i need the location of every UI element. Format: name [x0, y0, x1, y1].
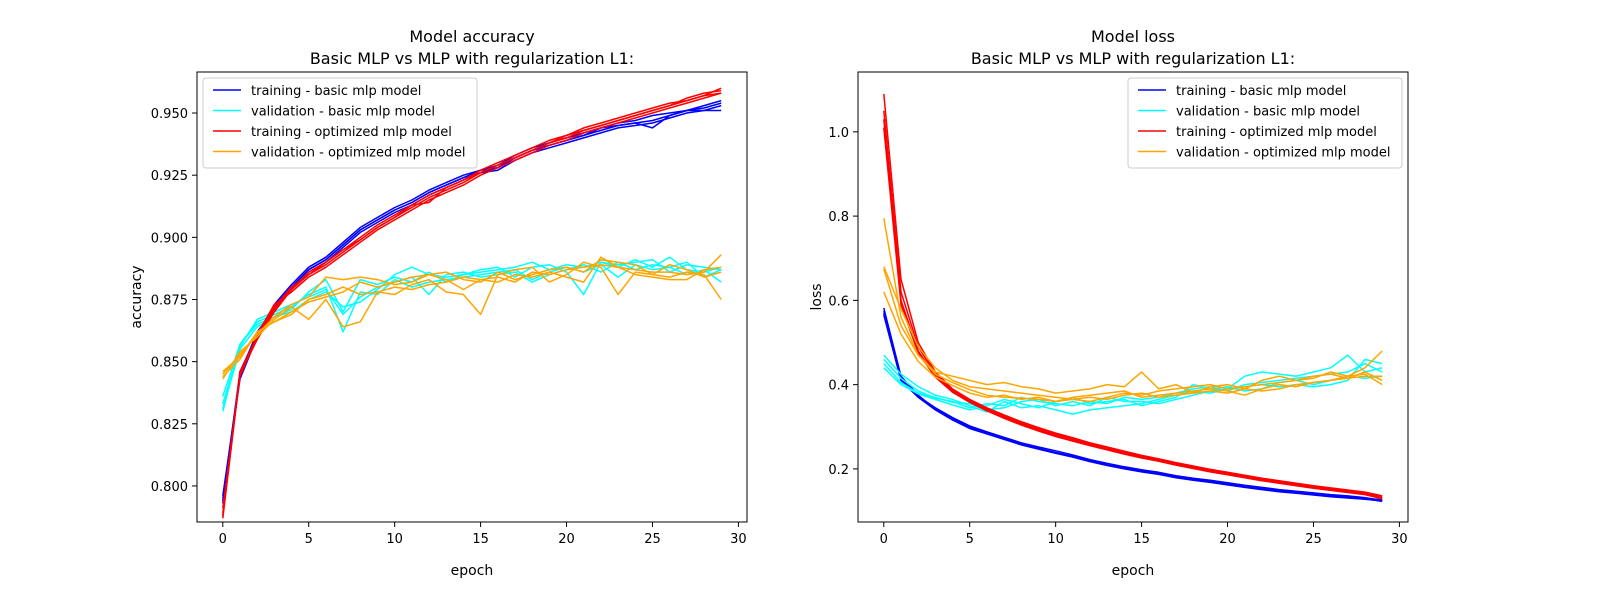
- y-tick-label: 0.4: [828, 379, 849, 394]
- x-axis-label: epoch: [1112, 563, 1155, 579]
- y-tick-label: 0.875: [151, 293, 188, 308]
- legend-label: training - optimized mlp model: [1176, 125, 1377, 140]
- legend-label: training - basic mlp model: [251, 84, 421, 99]
- x-tick-label: 30: [730, 532, 747, 547]
- y-axis: 0.800 0.825 0.850 0.875 0.900 0.925 0.950: [151, 107, 197, 495]
- y-tick-label: 0.900: [151, 231, 188, 246]
- chart-title: Model accuracy: [409, 27, 534, 46]
- series-line-8: [883, 93, 1383, 497]
- y-tick-label: 0.850: [151, 356, 188, 371]
- series-line-15: [883, 291, 1383, 403]
- series-line-4: [883, 354, 1383, 415]
- legend-label: validation - optimized mlp model: [251, 146, 466, 161]
- y-tick-label: 0.8: [828, 210, 849, 225]
- loss-chart: Model loss Basic MLP vs MLP with regular…: [809, 27, 1409, 579]
- legend-label: training - basic mlp model: [1176, 84, 1346, 99]
- x-tick-label: 10: [386, 532, 403, 547]
- x-tick-label: 30: [1391, 532, 1408, 547]
- legend-box: [1127, 77, 1403, 169]
- y-tick-label: 0.2: [828, 463, 849, 478]
- y-tick-label: 0.6: [828, 294, 849, 309]
- y-axis-label: loss: [809, 283, 825, 310]
- series-line-11: [222, 89, 722, 516]
- x-tick-label: 5: [305, 532, 313, 547]
- x-tick-label: 0: [880, 532, 888, 547]
- y-tick-label: 0.950: [151, 107, 188, 122]
- plot-frame: [857, 71, 1409, 523]
- x-tick-label: 5: [966, 532, 974, 547]
- series-line-6: [883, 367, 1383, 411]
- chart-subtitle: Basic MLP vs MLP with regularization L1:: [971, 49, 1295, 68]
- series-line-13: [222, 261, 722, 380]
- y-tick-label: 1.0: [828, 126, 849, 141]
- series-line-8: [222, 92, 722, 519]
- y-tick-label: 0.800: [151, 480, 188, 495]
- x-tick-label: 15: [1133, 532, 1150, 547]
- series-line-12: [222, 254, 722, 373]
- plot-frame: [196, 71, 748, 523]
- x-axis: 0 5 10 15 20 25 30: [219, 522, 747, 547]
- x-tick-label: 25: [644, 532, 661, 547]
- series-lines: [222, 87, 722, 519]
- x-tick-label: 15: [472, 532, 489, 547]
- y-axis-label: accuracy: [129, 265, 145, 328]
- series-line-15: [222, 256, 722, 378]
- legend-label: training - optimized mlp model: [251, 125, 452, 140]
- legend: training - basic mlp model validation - b…: [1127, 77, 1403, 169]
- y-tick-label: 0.925: [151, 169, 188, 184]
- series-line-3: [883, 312, 1383, 503]
- series-line-5: [883, 358, 1383, 409]
- series-line-10: [222, 92, 722, 509]
- x-tick-label: 20: [558, 532, 575, 547]
- legend-label: validation - basic mlp model: [1176, 105, 1360, 120]
- x-tick-label: 25: [1305, 532, 1322, 547]
- legend: training - basic mlp model validation - b…: [202, 77, 478, 169]
- series-line-14: [222, 258, 722, 375]
- series-line-7: [222, 258, 722, 412]
- legend-label: validation - basic mlp model: [251, 105, 435, 120]
- y-tick-label: 0.825: [151, 418, 188, 433]
- chart-title: Model loss: [1091, 27, 1175, 46]
- x-axis: 0 5 10 15 20 25 30: [880, 522, 1408, 547]
- x-axis-label: epoch: [451, 563, 494, 579]
- x-tick-label: 20: [1219, 532, 1236, 547]
- series-line-9: [883, 110, 1383, 498]
- series-line-11: [883, 127, 1383, 500]
- y-axis: 0.2 0.4 0.6 0.8 1.0: [828, 126, 858, 478]
- series-line-1: [883, 310, 1383, 502]
- series-lines: [883, 93, 1383, 503]
- x-tick-label: 10: [1047, 532, 1064, 547]
- legend-label: validation - optimized mlp model: [1176, 146, 1391, 161]
- series-line-2: [222, 109, 722, 499]
- accuracy-chart: Model accuracy Basic MLP vs MLP with reg…: [129, 27, 748, 579]
- chart-subtitle: Basic MLP vs MLP with regularization L1:: [310, 49, 634, 68]
- x-tick-label: 0: [219, 532, 227, 547]
- legend-box: [202, 77, 478, 169]
